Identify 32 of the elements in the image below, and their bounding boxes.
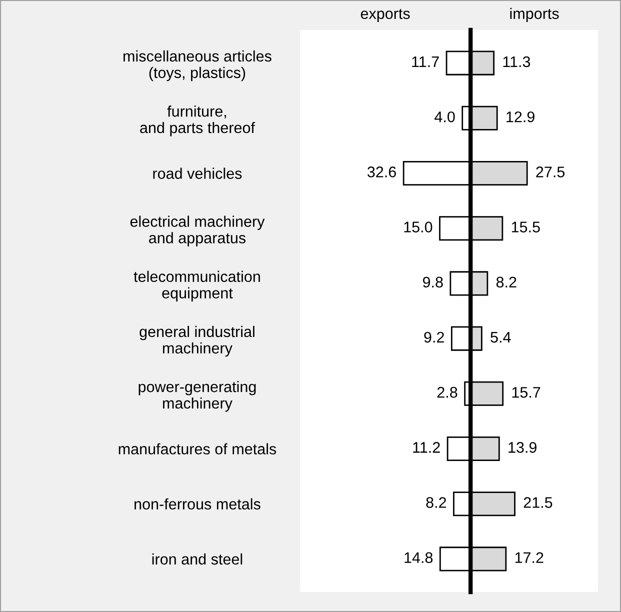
data-label: 14.8 — [404, 552, 433, 564]
y-tick-label: road vehicles — [153, 168, 242, 179]
data-label: 15.7 — [512, 387, 540, 398]
y-tick-label: power-generating machinery — [138, 380, 256, 412]
y-tick-label: manufactures of metals — [118, 443, 276, 454]
data-label: 9.8 — [422, 276, 443, 288]
data-label: 9.2 — [424, 332, 444, 343]
data-label: 15.0 — [404, 222, 432, 232]
chart-title: imports — [510, 8, 559, 22]
data-label: 11.7 — [412, 56, 439, 68]
data-label: 12.9 — [506, 111, 534, 122]
data-label: 11.2 — [413, 442, 440, 453]
y-tick-label: telecommunication equipment — [134, 270, 260, 302]
data-label: 27.5 — [536, 166, 565, 178]
data-label: 17.2 — [515, 552, 544, 563]
y-tick-label: iron and steel — [152, 553, 242, 565]
data-label: 11.3 — [503, 56, 530, 68]
data-label: 13.9 — [508, 442, 536, 453]
y-tick-label: furniture, and parts thereof — [140, 106, 256, 136]
data-label: 8.2 — [426, 497, 446, 508]
y-tick-label: electrical machinery and apparatus — [130, 216, 265, 246]
data-label: 15.5 — [512, 222, 540, 232]
data-label: 2.8 — [437, 386, 458, 398]
y-tick-label: miscellaneous articles (toys, plastics) — [124, 50, 272, 82]
data-label: 8.2 — [496, 276, 516, 288]
data-label: 21.5 — [524, 497, 552, 508]
y-tick-label: non-ferrous metals — [134, 498, 260, 510]
data-label: 32.6 — [367, 166, 396, 178]
y-tick-label: general industrial machinery — [140, 326, 254, 357]
chart-title: exports — [360, 9, 410, 22]
data-label: 5.4 — [490, 332, 511, 343]
data-label: 4.0 — [434, 111, 455, 122]
